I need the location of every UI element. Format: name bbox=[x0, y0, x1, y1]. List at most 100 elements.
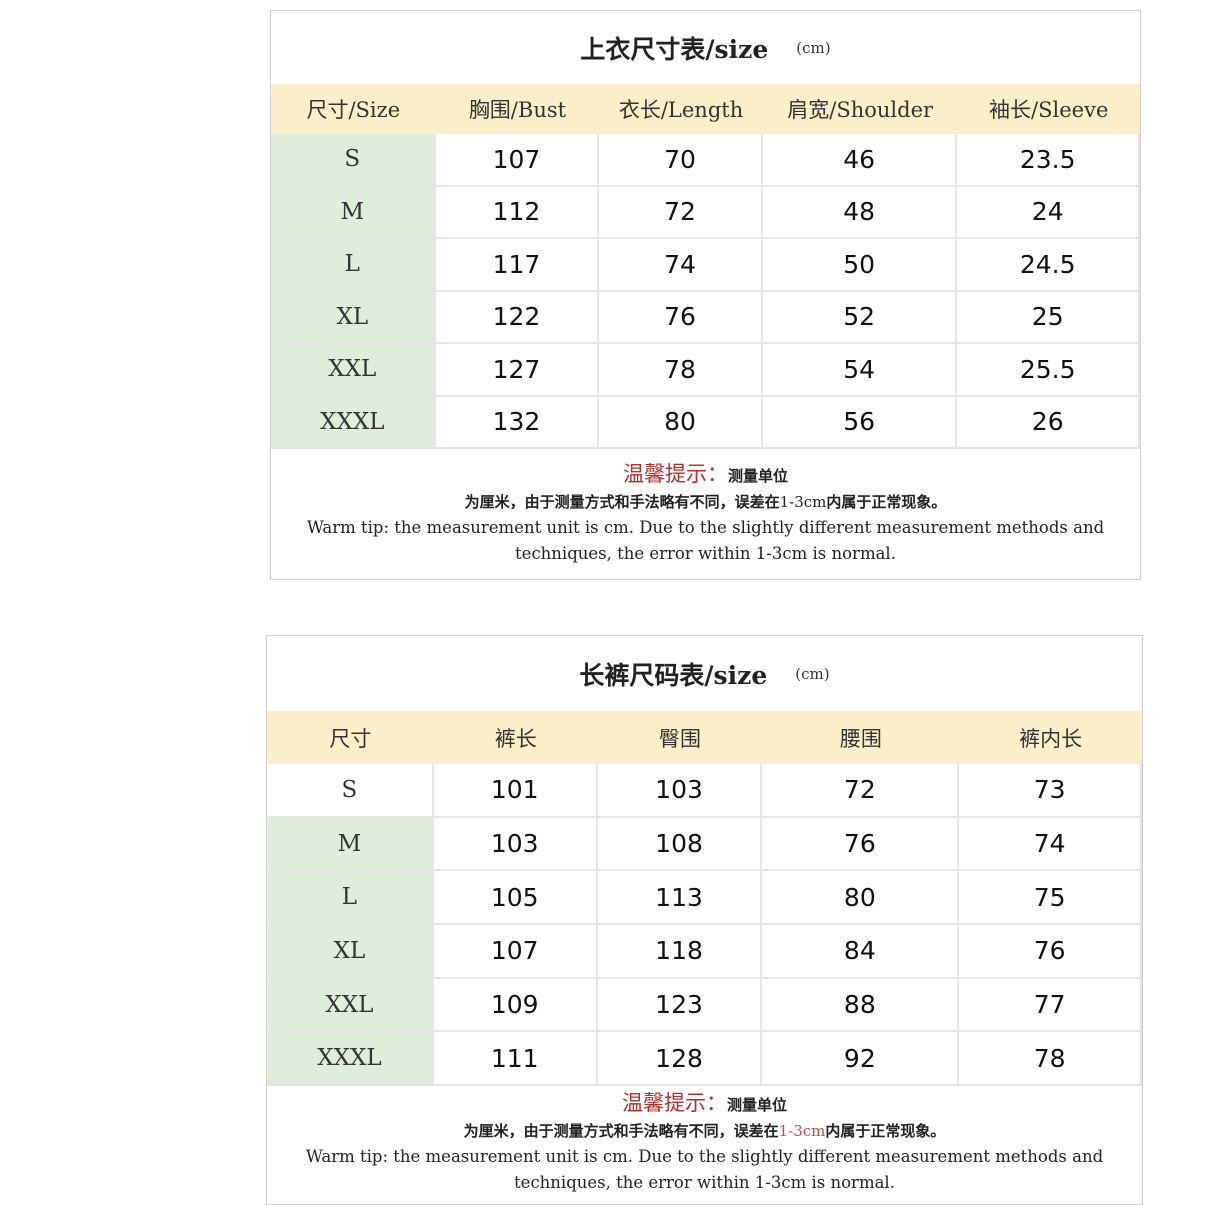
unit-label: (cm) bbox=[796, 38, 831, 57]
value-cell: 122 bbox=[436, 291, 600, 342]
value-cell: 78 bbox=[959, 1032, 1143, 1085]
value-cell: 128 bbox=[598, 1032, 763, 1085]
tip-text: 测量单位 bbox=[726, 1096, 787, 1115]
value-cell: 56 bbox=[763, 396, 958, 447]
value-cell: 109 bbox=[434, 978, 598, 1031]
tip-en-1: Warm tip: the measurement unit is cm. Du… bbox=[305, 1147, 1104, 1167]
value-cell: 107 bbox=[434, 925, 598, 977]
column-header: 尺寸 bbox=[329, 726, 372, 751]
size-cell: XXL bbox=[267, 978, 434, 1031]
column-header: 臀围 bbox=[659, 726, 702, 751]
value-cell: 50 bbox=[763, 239, 958, 290]
value-cell: 24.5 bbox=[957, 239, 1140, 290]
tip-text: 测量单位 bbox=[727, 467, 788, 485]
table-row: L 117 74 50 24.5 bbox=[271, 239, 1140, 292]
value-cell: 75 bbox=[959, 871, 1143, 924]
value-cell: 123 bbox=[598, 978, 763, 1031]
value-cell: 23.5 bbox=[957, 134, 1140, 185]
value-cell: 76 bbox=[959, 925, 1143, 977]
size-cell: M bbox=[271, 186, 436, 237]
column-header: 肩宽/Shoulder bbox=[787, 98, 934, 122]
size-cell: XL bbox=[267, 925, 434, 977]
value-cell: 84 bbox=[762, 925, 960, 977]
table-row: XXL 127 78 54 25.5 bbox=[271, 344, 1140, 397]
tip-en-1: Warm tip: the measurement unit is cm. Du… bbox=[306, 518, 1105, 537]
value-cell: 77 bbox=[959, 978, 1143, 1031]
value-cell: 101 bbox=[434, 764, 598, 816]
value-cell: 52 bbox=[763, 291, 958, 342]
size-cell: XXXL bbox=[267, 1032, 434, 1085]
value-cell: 113 bbox=[598, 871, 763, 924]
warm-tip: 温馨提示：测量单位 为厘米，由于测量方式和手法略有不同，误差在1-3cm内属于正… bbox=[271, 449, 1140, 567]
table-row: M 103 108 76 74 bbox=[267, 817, 1143, 872]
table-title: 上衣尺寸表/size (cm) bbox=[271, 11, 1140, 84]
bottom-size-table: 长裤尺码表/size (cm) 尺寸 裤长 臀围 腰围 裤内长 S 101 103 72 73 M 1… bbox=[266, 635, 1143, 1205]
size-cell: M bbox=[267, 817, 434, 870]
size-cell: L bbox=[267, 871, 434, 924]
value-cell: 78 bbox=[599, 344, 763, 395]
value-cell: 70 bbox=[599, 134, 763, 185]
value-cell: 103 bbox=[598, 764, 763, 816]
title-text: 上衣尺寸表/size bbox=[580, 34, 769, 64]
tip-cn-b: 内属于正常现象。 bbox=[826, 493, 947, 511]
tip-cn-a: 为厘米，由于测量方式和手法略有不同，误差在 bbox=[464, 493, 780, 511]
value-cell: 117 bbox=[436, 239, 600, 290]
value-cell: 80 bbox=[762, 871, 960, 924]
unit-label: (cm) bbox=[795, 664, 830, 683]
value-cell: 111 bbox=[434, 1032, 598, 1085]
tip-cn-b: 内属于正常现象。 bbox=[825, 1122, 946, 1141]
value-cell: 73 bbox=[959, 764, 1143, 816]
value-cell: 46 bbox=[763, 134, 958, 185]
value-cell: 112 bbox=[436, 186, 600, 237]
column-header: 裤内长 bbox=[1019, 726, 1083, 751]
column-header: 裤长 bbox=[494, 726, 537, 751]
value-cell: 107 bbox=[436, 134, 600, 185]
table-row: S 107 70 46 23.5 bbox=[271, 134, 1140, 187]
value-cell: 132 bbox=[436, 396, 600, 447]
column-header: 尺寸/Size bbox=[306, 98, 401, 122]
size-cell: XXXL bbox=[271, 396, 436, 447]
size-cell: S bbox=[271, 134, 436, 185]
value-cell: 24 bbox=[957, 186, 1140, 237]
size-cell: S bbox=[267, 764, 434, 816]
value-cell: 26 bbox=[957, 396, 1140, 447]
title-text: 长裤尺码表/size bbox=[579, 660, 768, 690]
value-cell: 25 bbox=[957, 291, 1140, 342]
value-cell: 76 bbox=[599, 291, 763, 342]
tip-label: 温馨提示： bbox=[622, 462, 728, 486]
tip-label: 温馨提示： bbox=[621, 1091, 727, 1116]
table-row: M 112 72 48 24 bbox=[271, 186, 1140, 239]
header-row: 尺寸/Size 胸围/Bust 衣长/Length 肩宽/Shoulder 袖长/Sle… bbox=[271, 84, 1140, 134]
table-row: XXXL 132 80 56 26 bbox=[271, 396, 1140, 449]
value-cell: 76 bbox=[762, 817, 960, 870]
top-size-table: 上衣尺寸表/size (cm) 尺寸/Size 胸围/Bust 衣长/Length 肩宽… bbox=[270, 10, 1141, 580]
header-row: 尺寸 裤长 臀围 腰围 裤内长 bbox=[267, 711, 1142, 764]
value-cell: 25.5 bbox=[957, 344, 1140, 395]
table-row: L 105 113 80 75 bbox=[267, 871, 1143, 926]
value-cell: 74 bbox=[959, 817, 1143, 870]
column-header: 胸围/Bust bbox=[468, 98, 567, 122]
tip-cn-range: 1-3cm bbox=[779, 493, 827, 511]
value-cell: 118 bbox=[598, 925, 763, 977]
tip-cn-range: 1-3cm bbox=[778, 1122, 826, 1141]
warm-tip: 温馨提示：测量单位 为厘米，由于测量方式和手法略有不同，误差在1-3cm内属于正… bbox=[267, 1086, 1142, 1196]
tip-cn-a: 为厘米，由于测量方式和手法略有不同，误差在 bbox=[463, 1122, 779, 1141]
table-row: XXL 109 123 88 77 bbox=[267, 978, 1143, 1033]
value-cell: 88 bbox=[762, 978, 960, 1031]
value-cell: 108 bbox=[598, 817, 763, 870]
value-cell: 48 bbox=[763, 186, 958, 237]
size-cell: XL bbox=[271, 291, 436, 342]
value-cell: 74 bbox=[599, 239, 763, 290]
value-cell: 54 bbox=[763, 344, 958, 395]
table-row: XL 107 118 84 76 bbox=[267, 925, 1143, 979]
value-cell: 80 bbox=[599, 396, 763, 447]
column-header: 腰围 bbox=[839, 726, 882, 751]
column-header: 衣长/Length bbox=[618, 98, 744, 122]
table-row: XXXL 111 128 92 78 bbox=[267, 1032, 1143, 1087]
size-cell: XXL bbox=[271, 344, 436, 395]
column-header: 袖长/Sleeve bbox=[989, 98, 1109, 122]
table-title: 长裤尺码表/size (cm) bbox=[267, 636, 1142, 711]
size-cell: L bbox=[271, 239, 436, 290]
table-row: XL 122 76 52 25 bbox=[271, 291, 1140, 344]
tip-en-2: techniques, the error within 1-3cm is no… bbox=[515, 544, 896, 563]
